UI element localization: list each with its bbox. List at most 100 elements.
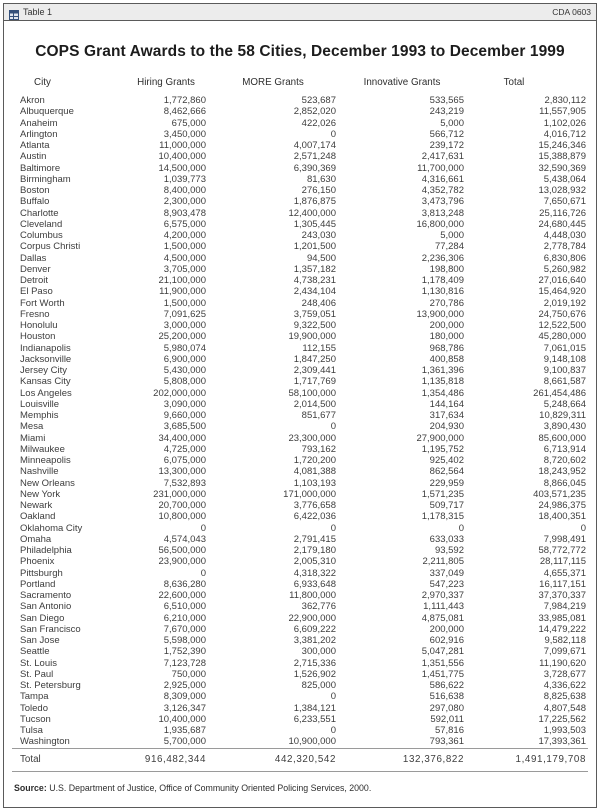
more-grants-cell: 10,900,000 — [288, 736, 336, 748]
city-cell: St. Louis — [20, 657, 57, 669]
table-row: Tampa 8,309,000 0 516,638 8,825,638 — [12, 691, 588, 702]
city-cell: Atlanta — [20, 140, 50, 151]
city-cell: Fresno — [20, 308, 50, 320]
hiring-grants-cell: 8,636,280 — [163, 578, 206, 590]
city-cell: Detroit — [20, 275, 48, 286]
table-row: New Orleans 7,532,893 1,103,193 229,959 8,86… — [12, 478, 588, 489]
page-title: COPS Grant Awards to the 58 Cities, Dece… — [35, 43, 565, 60]
innovative-grants-cell: 198,800 — [429, 263, 464, 275]
innovative-grants-cell: 200,000 — [429, 320, 464, 331]
innovative-grants-cell: 1,135,818 — [421, 376, 464, 388]
total-cell: 13,028,932 — [538, 185, 586, 196]
table-row: Houston 25,200,000 19,900,000 180,000 45,280… — [12, 331, 588, 342]
city-cell: New York — [20, 488, 61, 500]
city-cell: Denver — [20, 263, 51, 275]
hiring-grants-cell: 6,575,000 — [163, 218, 206, 230]
table-row: Baltimore 14,500,000 6,390,369 11,700,000 32… — [12, 163, 588, 174]
total-cell: 11,557,905 — [539, 106, 586, 118]
table-row: Albuquerque 8,462,666 2,852,020 243,219 11,5… — [12, 106, 588, 117]
city-cell: Portland — [20, 578, 56, 590]
hiring-grants-cell: 21,100,000 — [158, 275, 206, 286]
total-cell: 6,713,914 — [543, 443, 586, 455]
city-cell: Jacksonville — [20, 353, 72, 365]
city-cell: Cleveland — [20, 218, 63, 230]
total-cell: 4,016,712 — [543, 128, 586, 140]
total-cell: 2,019,192 — [543, 297, 586, 309]
source-label: Source: — [14, 782, 47, 793]
total-cell: 18,400,351 — [538, 511, 586, 523]
innovative-grants-cell: 547,223 — [429, 578, 464, 590]
total-cell: 58,772,772 — [538, 545, 586, 556]
total-cell: 5,438,064 — [543, 173, 586, 185]
more-grants-cell: 19,900,000 — [288, 331, 336, 343]
table-row: Philadelphia 56,500,000 2,179,180 93,592 58,… — [12, 545, 588, 556]
hiring-grants-cell: 1,500,000 — [163, 297, 206, 309]
city-cell: Houston — [20, 331, 56, 343]
table-row: Phoenix 23,900,000 2,005,310 2,211,805 28,11… — [12, 556, 588, 567]
innovative-grants-cell: 516,638 — [429, 691, 464, 703]
table-row: Fort Worth 1,500,000 248,406 270,786 2,019,1… — [12, 298, 588, 309]
city-cell: St. Paul — [20, 668, 54, 680]
more-grants-cell: 793,162 — [301, 443, 336, 455]
table-row: Oklahoma City 0 0 0 0 — [12, 523, 588, 534]
total-cell: 33,985,081 — [538, 612, 586, 624]
table-row: Jacksonville 6,900,000 1,847,250 400,858 9,1… — [12, 354, 588, 365]
innovative-grants-cell: 533,565 — [429, 95, 464, 106]
titlebar-left: Table 1 — [9, 7, 52, 20]
innovative-grants-cell: 4,352,782 — [421, 185, 464, 196]
table-row: El Paso 11,900,000 2,434,104 1,130,816 15,46… — [12, 286, 588, 297]
hiring-grants-cell: 56,500,000 — [158, 545, 206, 556]
innovative-grants-cell: 317,634 — [429, 410, 464, 421]
more-grants-cell: 523,687 — [301, 95, 336, 106]
table-row: Washington 5,700,000 10,900,000 793,361 17,3… — [12, 736, 588, 748]
innovative-grants-cell: 297,080 — [429, 702, 464, 714]
hiring-grants-cell: 750,000 — [171, 668, 206, 680]
innovative-grants-cell: 93,592 — [434, 545, 464, 556]
innovative-grants-cell: 1,571,235 — [421, 488, 464, 500]
table-row: Tucson 10,400,000 6,233,551 592,011 17,225,5… — [12, 714, 588, 725]
table-row: New York 231,000,000 171,000,000 1,571,235 4… — [12, 489, 588, 500]
innovative-grants-cell: 1,178,315 — [421, 511, 464, 523]
hiring-grants-cell: 7,532,893 — [163, 477, 206, 489]
total-cell: 15,464,920 — [538, 286, 586, 298]
more-grants-cell: 6,422,036 — [293, 511, 336, 523]
total-cell: 8,661,587 — [543, 376, 586, 388]
hiring-grants-cell: 5,808,000 — [163, 376, 206, 388]
total-cell: 24,986,375 — [538, 500, 586, 511]
total-cell: 14,479,222 — [538, 623, 586, 635]
hiring-grants-cell: 6,210,000 — [163, 612, 206, 624]
more-grants-cell: 276,150 — [301, 185, 336, 196]
more-grants-cell: 0 — [330, 522, 336, 534]
total-cell: 8,866,045 — [543, 477, 586, 489]
hiring-grants-cell: 8,309,000 — [163, 691, 206, 703]
more-grants-cell: 23,300,000 — [288, 432, 336, 444]
more-grants-cell: 4,738,231 — [293, 275, 336, 286]
table-window: Table 1 CDA 0603 COPS Grant Awards to th… — [3, 3, 597, 808]
city-cell: Newark — [20, 500, 53, 511]
city-cell: Dallas — [20, 252, 47, 264]
city-cell: Boston — [20, 185, 50, 196]
hiring-grants-cell: 1,752,390 — [163, 646, 206, 658]
total-cell: 18,243,952 — [538, 466, 586, 478]
total-cell: 15,388,879 — [538, 151, 586, 163]
total-cell: 12,522,500 — [538, 320, 586, 331]
table-row: Buffalo 2,300,000 1,876,875 3,473,796 7,650,… — [12, 196, 588, 207]
total-cell: 7,650,671 — [543, 196, 586, 208]
city-cell: San Jose — [20, 635, 60, 646]
table-row: Denver 3,705,000 1,357,182 198,800 5,260,982 — [12, 264, 588, 275]
city-cell: Minneapolis — [20, 455, 71, 466]
hiring-grants-cell: 10,800,000 — [158, 511, 206, 523]
more-grants-cell: 1,357,182 — [293, 263, 336, 275]
innovative-grants-cell: 633,033 — [429, 533, 464, 545]
total-cell: 9,100,837 — [543, 365, 586, 376]
city-cell: Austin — [20, 151, 47, 163]
total-cell: 4,655,371 — [543, 567, 586, 579]
table-row: Honolulu 3,000,000 9,322,500 200,000 12,522,… — [12, 320, 588, 331]
innovative-grants-cell: 0 — [458, 522, 464, 534]
table-body: Akron 1,772,860 523,687 533,565 2,830,112 Alb… — [12, 95, 588, 748]
more-grants-cell: 248,406 — [301, 297, 336, 309]
hiring-grants-cell: 1,500,000 — [163, 241, 206, 253]
hiring-grants-cell: 5,980,074 — [163, 342, 206, 354]
city-cell: Indianapolis — [20, 342, 71, 354]
table-row: Oakland 10,800,000 6,422,036 1,178,315 18,40… — [12, 511, 588, 522]
